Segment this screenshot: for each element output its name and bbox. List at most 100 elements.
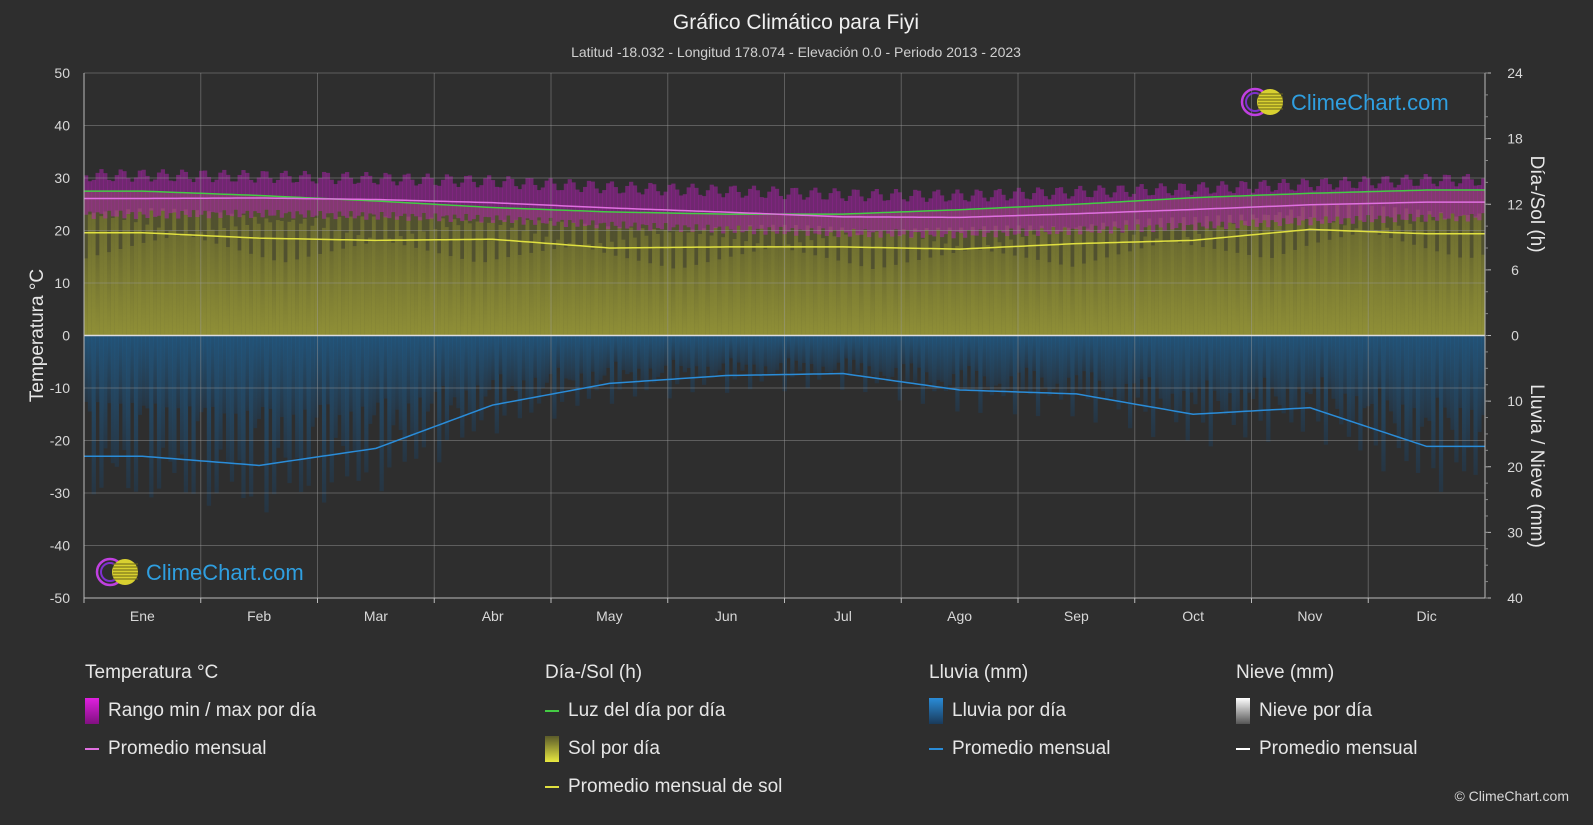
rain-daily-bar <box>859 335 864 364</box>
temp-range-daily-bar <box>448 176 453 222</box>
rain-daily-bar <box>1108 335 1114 398</box>
temp-range-daily-bar <box>974 189 979 236</box>
rain-daily-bar <box>920 335 925 404</box>
sun-daily-bar <box>1408 223 1413 336</box>
sun-daily-bar <box>1227 214 1233 336</box>
temp-range-daily-bar <box>1404 174 1409 221</box>
rain-daily-bar <box>448 335 453 406</box>
sun-daily-bar <box>233 226 238 336</box>
sun-daily-bar <box>1220 227 1225 336</box>
temp-range-daily-bar <box>586 180 592 226</box>
rain-daily-bar <box>790 335 795 378</box>
temp-range-daily-bar <box>325 172 331 214</box>
sun-daily-bar <box>160 208 166 336</box>
temp-range-daily-bar <box>268 178 273 216</box>
rain-daily-bar <box>122 335 127 451</box>
rain-daily-bar <box>199 335 204 413</box>
x-month-label: Ago <box>947 608 972 624</box>
temp-range-daily-bar <box>713 186 718 229</box>
temp-range-daily-bar <box>671 183 676 228</box>
rain-daily-bar <box>974 335 979 371</box>
y-right-rain-tick-label: 30 <box>1507 524 1523 540</box>
sun-daily-bar <box>767 245 772 336</box>
rain-daily-bar <box>1339 335 1344 425</box>
temp-range-daily-bar <box>114 175 119 217</box>
rain-daily-bar <box>774 335 780 371</box>
rain-daily-bar <box>333 335 338 438</box>
temp-range-daily-bar <box>709 184 714 233</box>
sun-daily-bar <box>801 252 807 336</box>
temp-range-daily-bar <box>1024 198 1029 236</box>
x-month-label: Sep <box>1064 608 1089 624</box>
sun-daily-bar <box>1081 263 1087 336</box>
rain-daily-bar <box>567 335 572 380</box>
rain-daily-bar <box>813 335 818 373</box>
sun-daily-bar <box>345 232 350 336</box>
rain-daily-bar <box>629 335 634 373</box>
rain-daily-bar <box>272 335 277 495</box>
sun-daily-bar <box>402 245 407 336</box>
rain-daily-bar <box>732 335 737 380</box>
rain-daily-bar <box>667 335 672 399</box>
sun-daily-bar <box>690 229 695 336</box>
temp-range-daily-bar <box>832 188 837 230</box>
temp-range-daily-bar <box>364 172 369 220</box>
temp-range-daily-bar <box>1066 198 1071 235</box>
rain-daily-bar <box>302 335 308 410</box>
rain-daily-bar <box>1385 335 1390 401</box>
rain-daily-bar <box>1427 335 1432 421</box>
rain-daily-bar <box>1093 335 1098 423</box>
rain-daily-bar <box>440 335 446 387</box>
sun-daily-bar <box>1089 224 1094 336</box>
rain-daily-bar <box>249 335 254 497</box>
sun-daily-bar <box>1254 217 1259 336</box>
rain-daily-bar <box>1035 335 1041 417</box>
sun-daily-bar <box>452 219 457 336</box>
sun-daily-bar <box>1335 204 1340 336</box>
sun-daily-bar <box>621 239 626 336</box>
y-right-rain-tick-label: 20 <box>1507 459 1523 475</box>
rain-daily-bar <box>1227 335 1233 394</box>
temp-range-daily-bar <box>1089 197 1094 233</box>
rain-daily-bar <box>625 335 630 375</box>
rain-daily-bar <box>525 335 530 399</box>
rain-daily-bar <box>1047 335 1052 396</box>
rain-daily-bar <box>1204 335 1210 381</box>
sun-daily-bar <box>694 264 699 336</box>
rain-daily-bar <box>164 335 169 408</box>
rain-daily-bar <box>663 335 668 366</box>
temp-range-daily-bar <box>606 183 611 230</box>
rain-daily-bar <box>1043 335 1048 388</box>
temp-range-daily-bar <box>1227 191 1233 223</box>
sun-daily-bar <box>521 230 526 336</box>
temp-range-daily-bar <box>675 189 680 225</box>
sun-daily-bar <box>732 239 737 336</box>
rain-daily-bar <box>713 335 718 375</box>
rain-daily-bar <box>602 335 607 376</box>
rain-daily-bar <box>494 335 499 434</box>
rain-daily-bar <box>1270 335 1275 388</box>
sun-daily-bar <box>325 217 331 336</box>
rain-daily-bar <box>598 335 603 381</box>
rain-daily-bar <box>1147 335 1152 378</box>
temp-range-daily-bar <box>1016 187 1021 234</box>
temp-range-daily-bar <box>1304 180 1309 219</box>
temp-range-daily-bar <box>360 175 365 213</box>
rain-daily-bar <box>1032 335 1037 372</box>
rain-daily-bar <box>1074 335 1079 376</box>
rain-daily-bar <box>1193 335 1198 405</box>
sun-daily-bar <box>1131 234 1137 336</box>
rain-daily-bar <box>1081 335 1087 372</box>
sun-daily-bar <box>464 220 469 336</box>
sun-daily-bar <box>91 212 96 336</box>
sun-daily-bar <box>778 247 783 336</box>
sun-daily-bar <box>1243 220 1248 336</box>
rain-daily-bar <box>241 335 246 499</box>
y-right-sun-tick-label: 6 <box>1511 262 1519 278</box>
temp-range-daily-bar <box>525 178 530 219</box>
temp-range-daily-bar <box>421 177 427 213</box>
sun-daily-bar <box>755 243 760 336</box>
sun-daily-bar <box>260 257 265 336</box>
temp-range-daily-bar <box>195 177 200 218</box>
sun-daily-bar <box>183 209 189 336</box>
